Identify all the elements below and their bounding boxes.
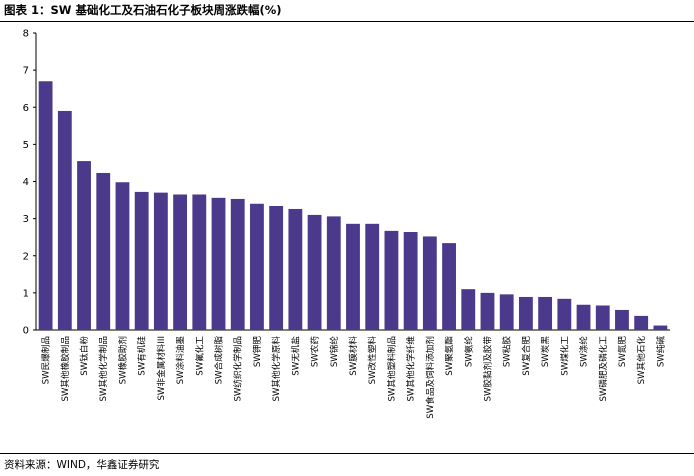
x-category-label: SW其他化学纤维 [405, 336, 417, 402]
bars [38, 81, 668, 331]
x-labels: SW民爆制品 SW其他橡胶制品 SW钛白粉 SW其他化学制品 SW橡胶助剂 SW有机硅 SW… [40, 336, 667, 419]
x-category-label: SW无机盐 [289, 336, 301, 376]
bar [307, 214, 322, 330]
x-category-label: SW纺织化学制品 [232, 336, 244, 402]
x-category-label: SW农药 [309, 336, 321, 368]
x-category-label: SW氨纶 [462, 336, 474, 368]
x-category-label: SW橡胶助剂 [116, 336, 128, 384]
bar [173, 194, 188, 330]
x-category-label: SW煤化工 [558, 336, 570, 376]
bar [153, 192, 168, 330]
source-note: 资料来源：WIND，华鑫证券研究 [4, 459, 160, 471]
y-tick-label: 0 [23, 326, 29, 337]
bar [211, 197, 226, 330]
x-category-label: SW氮肥 [616, 336, 628, 368]
bar [576, 304, 591, 330]
x-category-label: SW复合肥 [520, 336, 532, 376]
chart-title: 图表 1：SW 基础化工及石油石化子板块周涨跌幅(%) [4, 3, 282, 17]
x-category-label: SW非金属材料III [155, 336, 167, 401]
bar [480, 292, 495, 330]
bar [461, 289, 476, 330]
y-tick-label: 6 [23, 103, 29, 114]
bar [57, 110, 72, 331]
y-ticks: 0 1 2 3 4 5 6 7 8 [23, 29, 36, 337]
bar [346, 223, 360, 330]
x-category-label: SW纯碱 [654, 336, 666, 368]
y-tick-label: 2 [23, 251, 29, 262]
bottom-rule [0, 453, 694, 454]
bar [422, 236, 437, 330]
x-category-label: SW涂料油墨 [174, 336, 186, 385]
x-category-label: SW磷肥及磷化工 [597, 336, 609, 402]
x-category-label: SW其他化学制品 [97, 336, 109, 402]
x-category-label: SW胶黏剂及胶带 [481, 336, 493, 402]
x-category-label: SW炭黑 [540, 336, 551, 368]
bar [269, 206, 284, 330]
x-category-label: SW聚氨酯 [443, 336, 455, 376]
bar [442, 243, 456, 330]
top-rule [0, 21, 694, 22]
bar [96, 172, 111, 330]
x-category-label: SW氟化工 [193, 336, 205, 376]
bar [653, 325, 668, 330]
x-category-label: SW其他石化 [635, 336, 647, 385]
x-category-label: SW钾肥 [251, 336, 263, 368]
bar [557, 298, 572, 330]
x-category-label: SW食品及饲料添加剂 [424, 336, 436, 419]
bar [250, 203, 264, 330]
x-category-label: SW涤纶 [578, 336, 590, 368]
bar [615, 309, 629, 330]
x-category-label: SW锦纶 [328, 336, 340, 368]
x-category-label: SW有机硅 [136, 336, 148, 376]
bar [538, 296, 553, 330]
y-tick-label: 5 [23, 140, 29, 151]
x-category-label: SW合成树脂 [213, 336, 225, 385]
x-category-label: SW钛白粉 [78, 336, 90, 376]
y-tick-label: 3 [23, 214, 29, 225]
y-tick-label: 8 [23, 29, 29, 40]
bar [230, 198, 245, 330]
bar [288, 208, 303, 330]
x-category-label: SW改性塑料 [366, 336, 378, 385]
y-tick-label: 1 [23, 288, 29, 299]
bar [384, 230, 399, 330]
x-category-label: SW其他化学原料 [270, 336, 282, 402]
bar [403, 231, 418, 330]
bar [77, 161, 91, 330]
bar [38, 81, 53, 330]
x-category-label: SW膜材料 [347, 336, 359, 376]
bar [134, 191, 149, 330]
y-tick-label: 7 [23, 66, 29, 77]
bar [115, 182, 130, 330]
x-category-label: SW粘胶 [501, 336, 513, 368]
bar [595, 305, 610, 330]
bar [365, 223, 380, 330]
bar [499, 294, 514, 330]
y-tick-label: 4 [23, 177, 29, 188]
bar [192, 194, 207, 330]
x-category-label: SW其他塑料制品 [385, 336, 397, 402]
x-category-label: SW民爆制品 [40, 336, 52, 384]
bar [518, 296, 533, 330]
bar [326, 216, 341, 330]
x-category-label: SW其他橡胶制品 [59, 336, 71, 402]
bar [634, 315, 649, 330]
